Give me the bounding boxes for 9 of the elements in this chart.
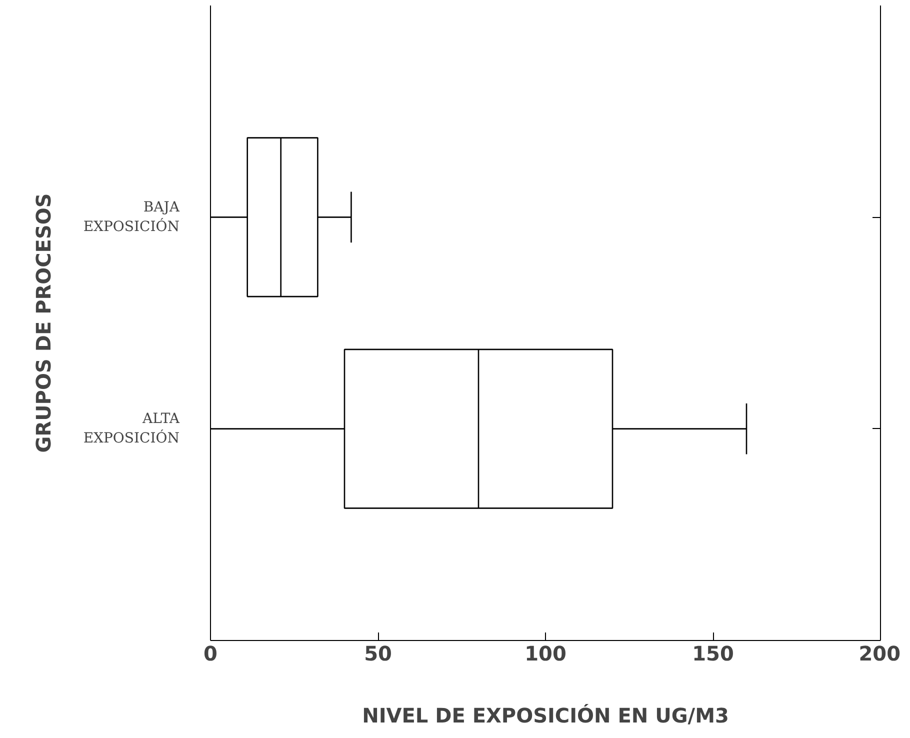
y-tick-label: ALTA EXPOSICIÓN [83, 411, 180, 446]
x-tick-label: 50 [364, 642, 392, 666]
y-axis-title: GRUPOS DE PROCESOS [31, 193, 56, 453]
x-tick-label: 150 [692, 642, 734, 666]
x-tick-label: 0 [204, 642, 218, 666]
x-tick-label: 200 [858, 642, 900, 666]
y-tick-label: BAJA EXPOSICIÓN [83, 200, 180, 235]
x-tick-label: 100 [524, 642, 566, 666]
x-axis-title: NIVEL DE EXPOSICIÓN EN UG/M3 [362, 704, 729, 728]
